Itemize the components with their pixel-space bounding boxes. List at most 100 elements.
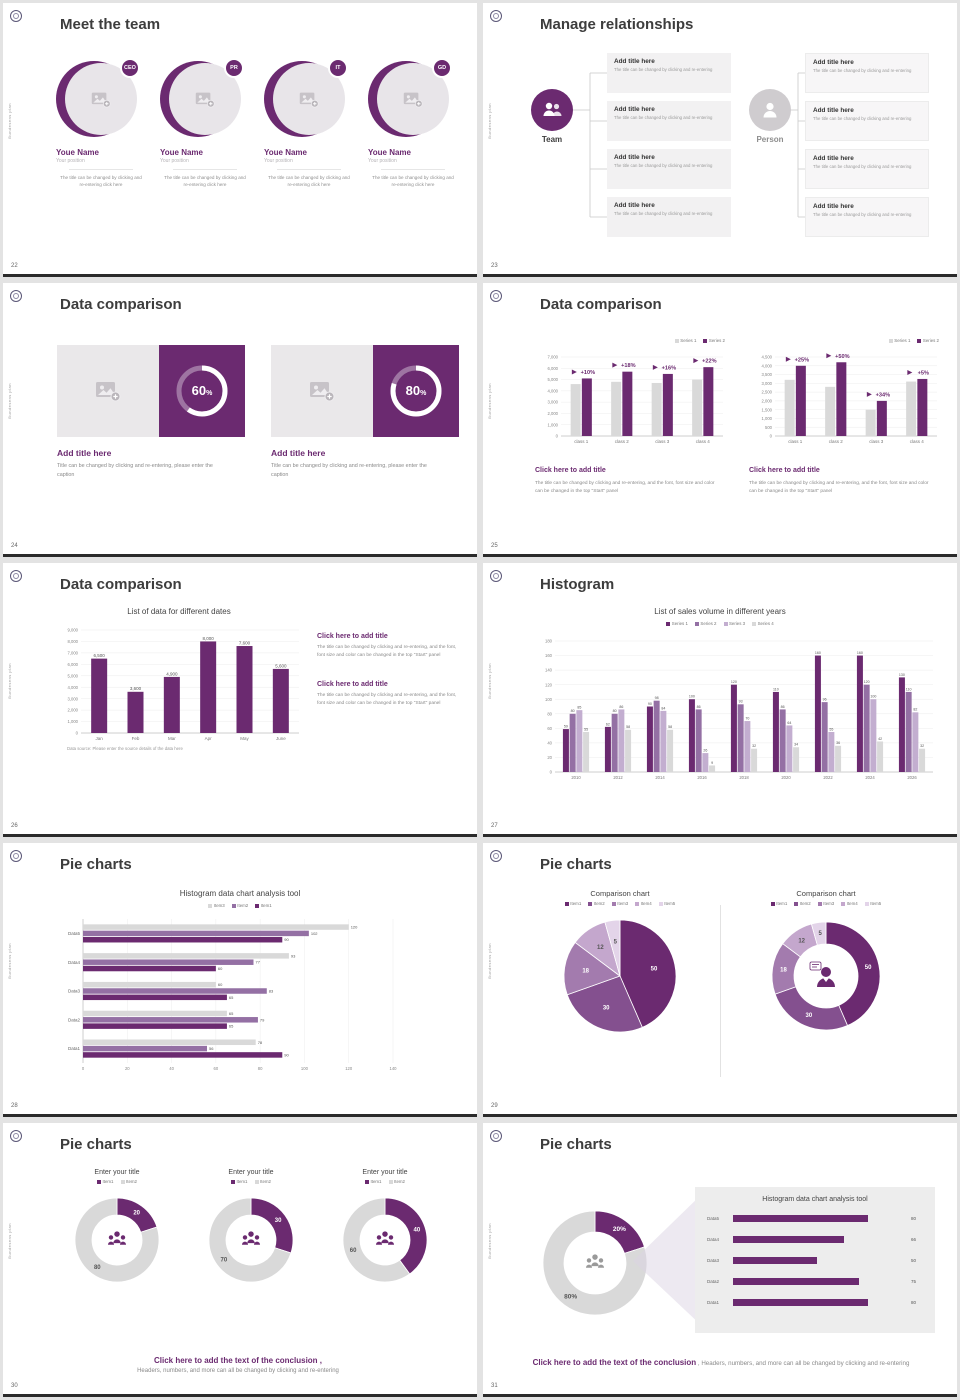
divider [380,169,446,170]
image-placeholder [57,345,159,437]
panel-bar-row: Data2 75 [707,1271,923,1292]
svg-text:78: 78 [258,1040,263,1045]
panel-bar-row: Data4 66 [707,1229,923,1250]
svg-text:4,500: 4,500 [762,355,773,360]
add-title-cta: Click here to add title [749,467,820,474]
bar-value: 66 [911,1237,917,1242]
divider [68,169,134,170]
slide-29-pie-charts[interactable]: Bundesens plan Pie charts Comparison cha… [483,843,957,1117]
bar-label: Data3 [707,1258,720,1263]
avatar: CEO [56,58,144,141]
slide-24-data-comparison[interactable]: Bundesens plan Data comparison 60% Add t… [3,283,477,557]
donut-chart-block: Enter your title Item1 Item2 40 60 [317,1169,453,1288]
svg-text:30: 30 [806,1013,813,1019]
growth-flag-icon [612,362,618,368]
image-placeholder-icon [195,92,215,108]
stat-card-visual: 60% [57,345,245,437]
chart-title: List of sales volume in different years [654,607,786,616]
svg-text:120: 120 [864,680,870,684]
svg-text:120: 120 [345,1066,353,1071]
svg-text:3,000: 3,000 [762,381,773,386]
svg-text:40: 40 [414,1227,421,1233]
relationship-item: Add title here The title can be changed b… [805,53,929,93]
legend-item: Item5 [864,901,881,906]
relationship-item: Add title here The title can be changed b… [607,101,731,141]
bar-value: 50 [911,1258,917,1263]
panel-caption: The title can be changed by clicking and… [749,481,929,494]
svg-text:class 3: class 3 [869,439,884,444]
slide-31-pie-charts[interactable]: Bundesens plan Pie charts 20% 80% Histogr… [483,1123,957,1397]
member-caption: The title can be changed by clicking and… [268,175,350,188]
donut-chart: 50 30 18 12 5 [764,914,888,1038]
legend-item: Series 2 [694,621,717,626]
growth-flag-icon [785,356,791,362]
slide-30-pie-charts[interactable]: Bundesens plan Pie charts Enter your tit… [3,1123,477,1397]
svg-text:2,000: 2,000 [762,398,773,403]
brand-logo-icon [490,1130,502,1142]
growth-flag-icon [652,364,658,370]
svg-text:class 1: class 1 [788,439,803,444]
slide-28-pie-charts[interactable]: Bundesens plan Pie charts Histogram data… [3,843,477,1117]
vertical-divider [720,905,721,1077]
svg-text:0: 0 [556,434,559,439]
panel-bar-row: Data5 80 [707,1208,923,1229]
slide-27-histogram[interactable]: Bundesens plan Histogram List of sales v… [483,563,957,837]
legend-item: Item1 [97,1179,114,1184]
grouped-bar-chart: 0 1,000 2,000 3,000 4,000 5,000 6,000 7,000 clas… [535,347,727,447]
slide-23-manage-relationships[interactable]: Bundesens plan Manage relationships Team… [483,3,957,277]
relationship-item: Add title here The title can be changed b… [805,101,929,141]
item-title: Add title here [614,106,655,113]
side-vertical-text: Bundesens plan [487,663,492,699]
image-placeholder-icon [91,92,111,108]
legend-item: Series 3 [723,621,745,626]
svg-text:20: 20 [125,1066,130,1071]
svg-text:82: 82 [913,708,917,712]
legend-item: Item3 [611,901,628,906]
svg-text:85: 85 [577,706,581,710]
svg-text:30: 30 [603,1006,610,1012]
person-glyph-icon [763,102,777,118]
svg-text:2026: 2026 [907,775,917,780]
slide-number: 31 [491,1383,498,1389]
conclusion-text: Click here to add the text of the conclu… [511,1349,931,1373]
image-placeholder-icon [403,92,423,108]
legend-item: Item5 [658,901,675,906]
block-caption: The title can be changed by clicking and… [317,693,457,707]
slide-title: Pie charts [540,1136,612,1153]
svg-text:34: 34 [794,743,798,747]
svg-text:98: 98 [655,696,659,700]
svg-text:55: 55 [829,727,833,731]
svg-text:80: 80 [613,709,617,713]
data-source-note: Data source: Please enter the source det… [67,746,183,751]
side-vertical-text: Bundesens plan [7,663,12,699]
member-position: Your position [264,158,293,164]
svg-text:2022: 2022 [823,775,833,780]
svg-text:3,000: 3,000 [548,400,559,405]
svg-text:42: 42 [878,737,882,741]
bar-value: 80 [911,1216,917,1221]
svg-text:5,600: 5,600 [275,663,287,668]
stat-card: 80% Add title here Title can be changed … [271,345,459,479]
chart-legend: Item1 Item2 Item3 Item4 Item5 [525,901,715,906]
item-title: Add title here [813,155,854,162]
svg-text:96: 96 [823,698,827,702]
slide-22-meet-the-team[interactable]: Bundesens plan Meet the team CEO Youe Na… [3,3,477,277]
pie-chart: 50 30 18 12 5 [558,914,682,1038]
svg-text:7,600: 7,600 [239,640,251,645]
bar-track [733,1215,908,1222]
svg-text:26: 26 [703,748,707,752]
side-vertical-text: Bundesens plan [7,103,12,139]
image-placeholder [271,345,373,437]
conclusion-rest: , Headers, numbers, and more can all be … [696,1360,910,1367]
bar-fill [733,1257,818,1264]
chart-title: Comparison chart [796,889,856,898]
svg-text:+16%: +16% [662,365,676,371]
member-name: Youe Name [160,148,203,157]
chart-title: List of data for different dates [127,607,231,616]
slide-title: Histogram [540,576,615,593]
team-member-card: CEO Youe Name Your position The title ca… [53,58,149,188]
legend-item: Item2 [588,901,605,906]
svg-text:40: 40 [169,1066,174,1071]
slide-26-data-comparison[interactable]: Bundesens plan Data comparison List of d… [3,563,477,837]
